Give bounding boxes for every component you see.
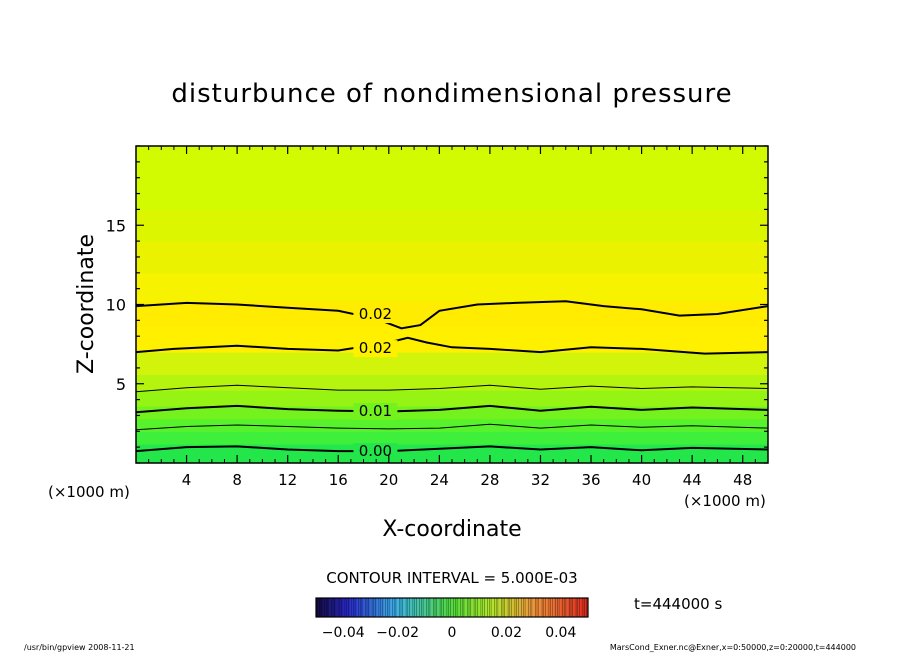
contour-label: 0.02 (359, 305, 392, 323)
contour-label-gap (353, 340, 398, 358)
contour-label-gap (353, 402, 398, 420)
time-label: t=444000 s (634, 595, 722, 613)
x-axis-ticks: 4 8 12 16 20 24 28 32 36 40 44 48 (148, 146, 769, 489)
x-axis-label: X-coordinate (382, 517, 521, 542)
colorbar-tick-label: −0.04 (322, 625, 365, 641)
contour-band (136, 431, 768, 445)
contour-label: 0.02 (359, 339, 392, 357)
colorbar-tick-label: −0.02 (376, 625, 419, 641)
contour-label: 0.01 (359, 402, 392, 420)
contour-lines (136, 300, 768, 453)
contour-band (136, 326, 768, 353)
contour-line (136, 300, 768, 330)
y-tick-label: 15 (106, 216, 126, 235)
colorbar-tick-label: 0.04 (545, 625, 576, 641)
contour-band (136, 209, 768, 242)
x-unit-left: (×1000 m) (48, 483, 130, 501)
x-tick-label: 32 (531, 471, 550, 489)
x-tick-label: 12 (278, 471, 297, 489)
x-tick-label: 36 (581, 471, 600, 489)
x-tick-label: 8 (232, 471, 242, 489)
contour-label: 0.00 (359, 442, 392, 460)
x-unit-right: (×1000 m) (684, 492, 766, 510)
contour-fill-bands (136, 146, 768, 463)
x-tick-label: 4 (182, 471, 192, 489)
contour-labels: 0.00 0.01 0.02 0.02 (353, 305, 398, 461)
x-tick-label: 24 (430, 471, 449, 489)
contour-band (136, 352, 768, 375)
contour-line (136, 404, 768, 414)
x-tick-label: 48 (733, 471, 752, 489)
contour-interval-label: CONTOUR INTERVAL = 5.000E-03 (326, 569, 577, 587)
contour-band (136, 241, 768, 274)
footer-left: /usr/bin/gpview 2008-11-21 (24, 643, 135, 652)
footer-right: MarsCond_Exner.nc@Exner,x=0:50000,z=0:20… (610, 643, 856, 652)
contour-line (136, 423, 768, 431)
contour-band (136, 146, 768, 210)
y-axis-ticks: 5 10 15 (106, 145, 768, 464)
contour-line (136, 336, 768, 355)
colorbar-frame (315, 597, 589, 618)
contour-label-gap (353, 443, 398, 461)
y-tick-label: 10 (106, 296, 126, 315)
colorbar (315, 597, 589, 618)
contour-label-gap (353, 306, 398, 324)
contour-line (136, 384, 768, 393)
x-tick-label: 28 (480, 471, 499, 489)
y-tick-label: 5 (116, 375, 126, 394)
contour-band (136, 374, 768, 391)
x-tick-label: 16 (329, 471, 348, 489)
colorbar-tick-labels: −0.04 −0.02 0 0.02 0.04 (322, 625, 577, 641)
x-tick-label: 44 (683, 471, 702, 489)
colorbar-tick-label: 0.02 (491, 625, 522, 641)
chart-title: disturbunce of nondimensional pressure (171, 79, 732, 109)
contour-band (136, 418, 768, 432)
contour-band (136, 390, 768, 407)
y-axis-label: Z-coordinate (74, 234, 99, 374)
x-tick-label: 40 (632, 471, 651, 489)
colorbar-tick-label: 0 (448, 625, 457, 641)
contour-band (136, 272, 768, 302)
contour-line (136, 445, 768, 453)
x-tick-label: 20 (379, 471, 398, 489)
